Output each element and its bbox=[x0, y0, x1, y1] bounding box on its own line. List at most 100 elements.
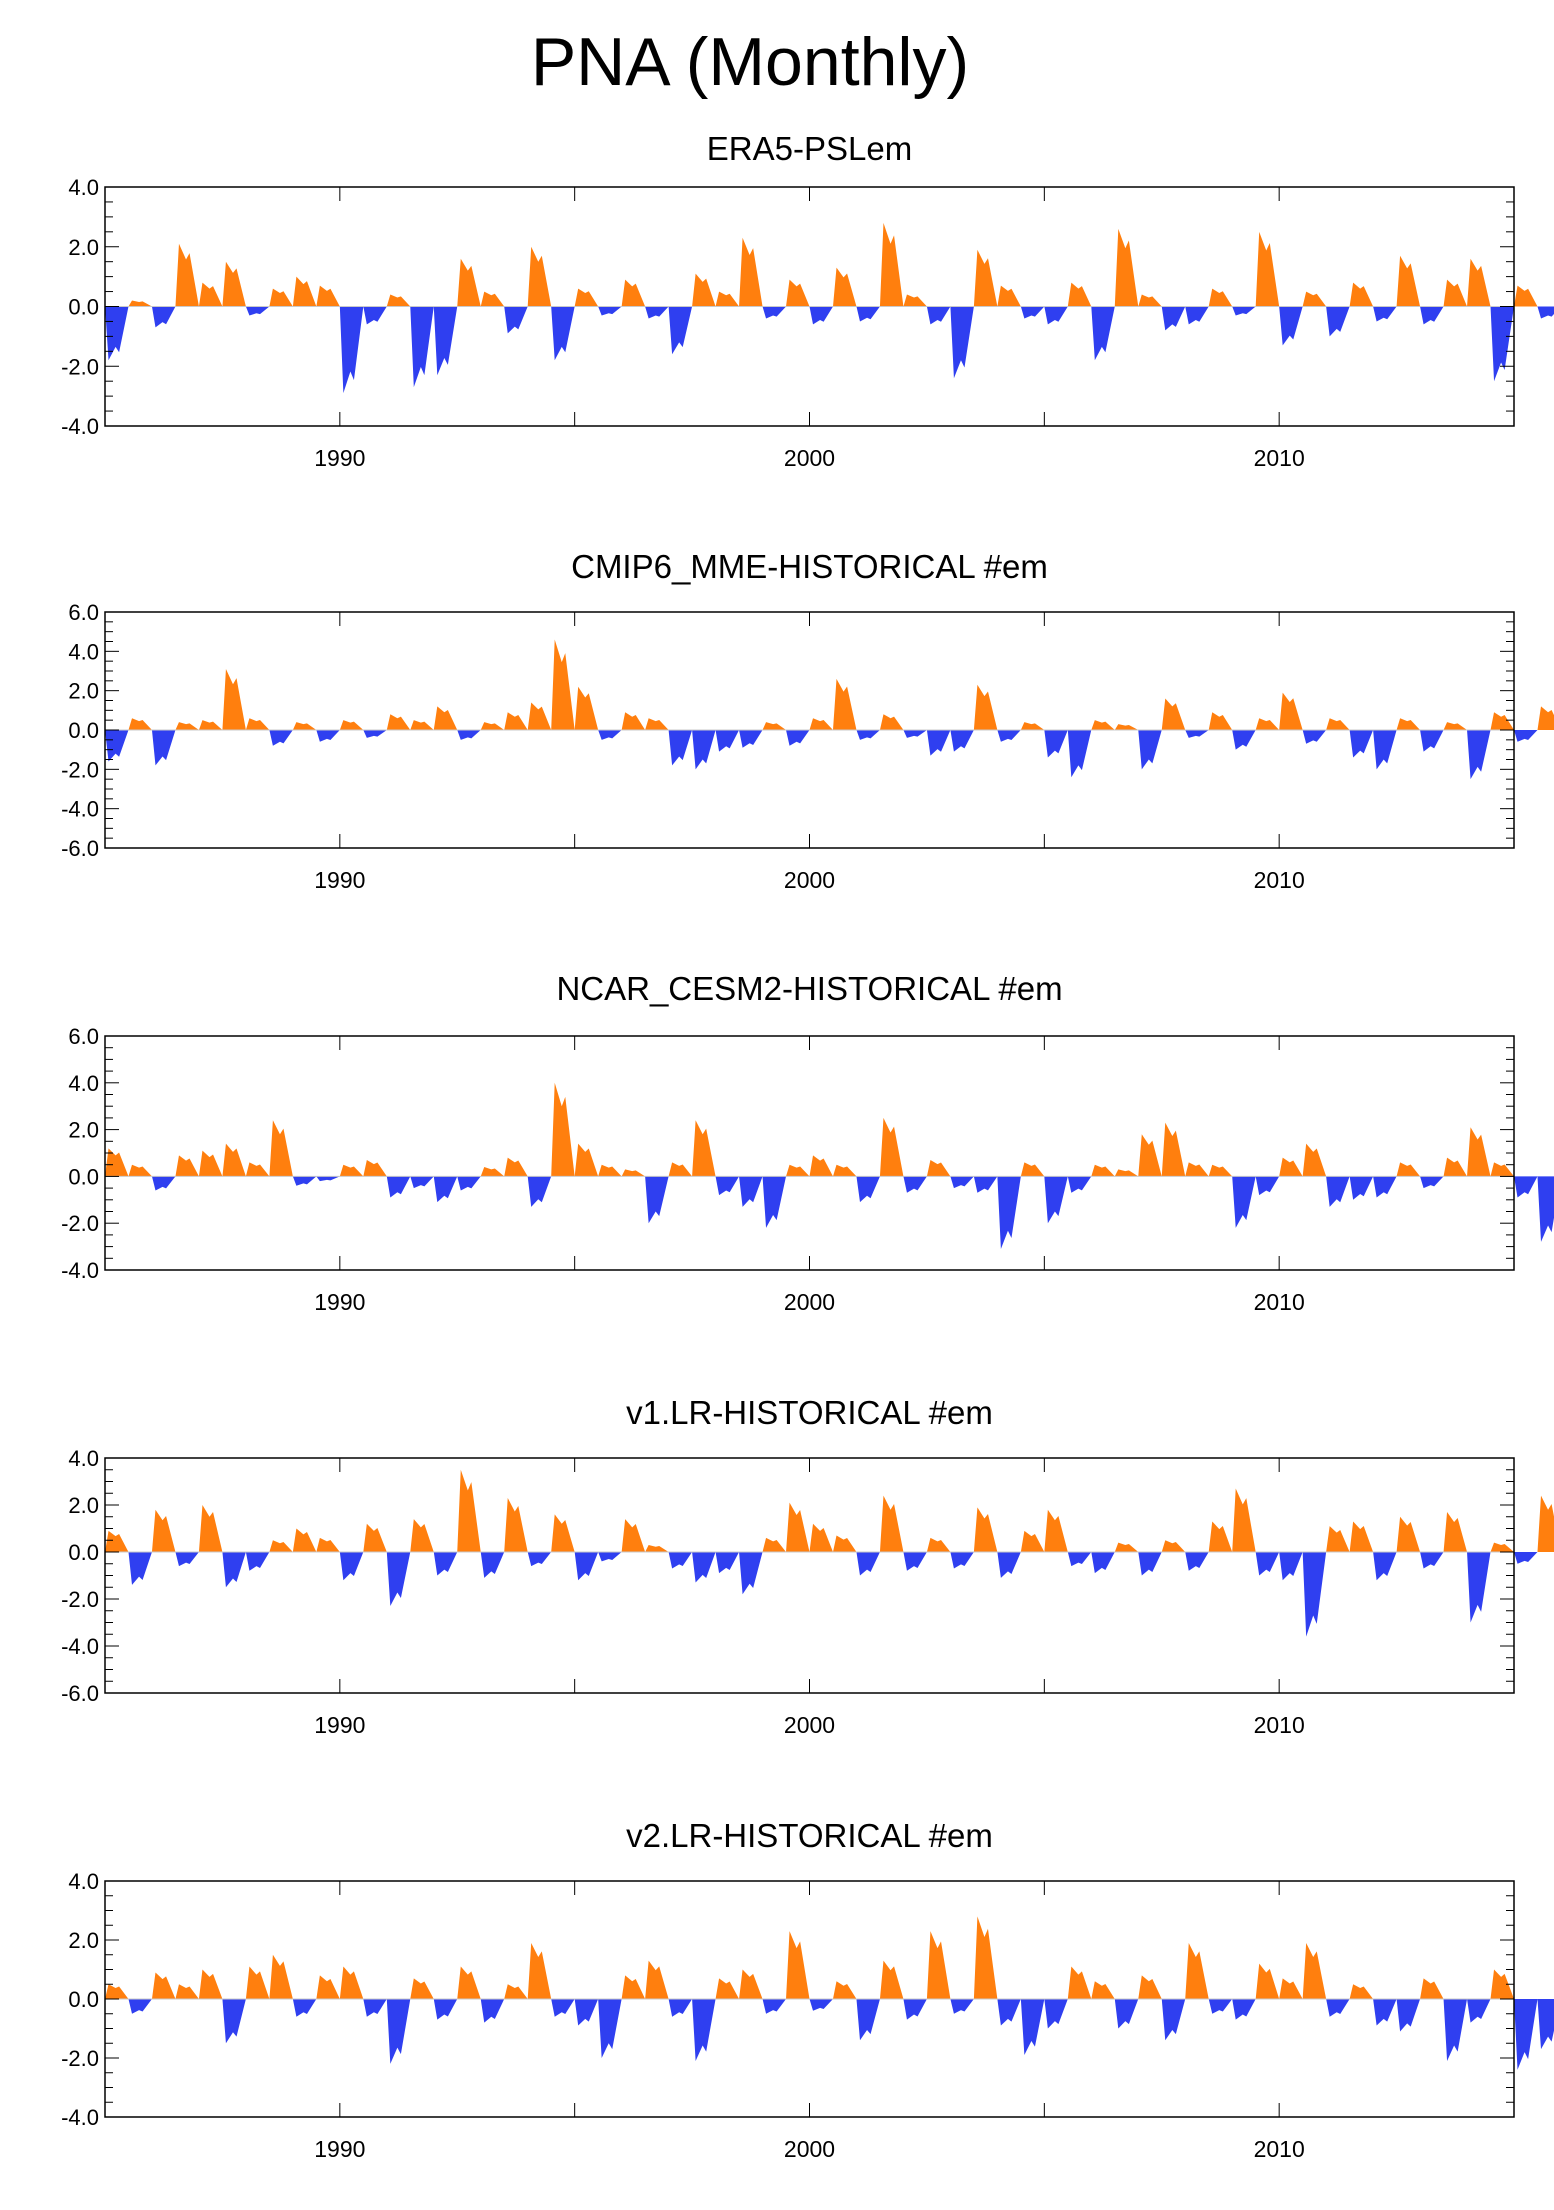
x-tick-label: 2010 bbox=[1254, 2136, 1305, 2162]
positive-bar bbox=[457, 1966, 481, 1999]
y-tick-label: -6.0 bbox=[61, 1681, 99, 1706]
positive-bar bbox=[1114, 228, 1139, 307]
y-tick-label: 6.0 bbox=[68, 1024, 99, 1049]
x-tick-label: 2000 bbox=[784, 1712, 835, 1738]
positive-bar bbox=[363, 1160, 387, 1177]
y-tick-label: -2.0 bbox=[61, 1587, 99, 1612]
negative-bar bbox=[574, 1552, 599, 1581]
negative-bar bbox=[433, 1552, 458, 1576]
data-bars bbox=[105, 1082, 1554, 1249]
data-bars bbox=[105, 1916, 1554, 2070]
negative-bar bbox=[1490, 306, 1514, 382]
positive-bar bbox=[1044, 1509, 1068, 1552]
y-tick-label: 4.0 bbox=[68, 1071, 99, 1096]
panel-4: v1.LR-HISTORICAL #em 4.0 2.0 0.0 -2.0 -4.0 -6.… bbox=[61, 1394, 1554, 1738]
negative-bar bbox=[668, 1552, 693, 1569]
positive-bar bbox=[457, 1469, 481, 1552]
positive-bar bbox=[692, 1120, 716, 1177]
plot-frame bbox=[104, 1035, 1515, 1271]
positive-bar bbox=[198, 720, 223, 730]
negative-bar bbox=[1161, 1999, 1186, 2041]
y-tick-label: 2.0 bbox=[68, 679, 99, 704]
positive-bar bbox=[1208, 1164, 1233, 1177]
data-bars bbox=[105, 639, 1554, 780]
positive-bar bbox=[762, 722, 787, 730]
positive-bar bbox=[1302, 1143, 1327, 1177]
positive-bar bbox=[621, 1169, 646, 1177]
positive-bar bbox=[433, 706, 458, 730]
negative-bar bbox=[645, 1176, 669, 1224]
positive-bar bbox=[105, 1530, 129, 1552]
positive-bar bbox=[1514, 285, 1538, 307]
positive-bar bbox=[1232, 1488, 1256, 1552]
positive-bar bbox=[1161, 1122, 1186, 1177]
positive-bar bbox=[1091, 720, 1115, 730]
negative-bar bbox=[950, 1999, 974, 2014]
positive-bar bbox=[1396, 255, 1421, 307]
negative-bar bbox=[1514, 1176, 1538, 1198]
negative-bar bbox=[598, 1999, 622, 2058]
positive-bar bbox=[1255, 718, 1280, 730]
positive-bar bbox=[1185, 1942, 1209, 1999]
positive-bar bbox=[551, 1514, 575, 1552]
negative-bar bbox=[715, 1552, 740, 1574]
negative-bar bbox=[222, 1999, 246, 2044]
y-tick-label: 0.0 bbox=[68, 1164, 99, 1189]
positive-bar bbox=[1114, 724, 1139, 730]
plot-frame bbox=[104, 1457, 1515, 1694]
y-tick-label: -2.0 bbox=[61, 757, 99, 782]
negative-bar bbox=[1373, 730, 1397, 770]
positive-bar bbox=[386, 294, 411, 307]
positive-bar bbox=[339, 1966, 364, 1999]
positive-bar bbox=[128, 300, 152, 307]
positive-bar bbox=[269, 1540, 293, 1552]
negative-bar bbox=[339, 306, 364, 394]
negative-bar bbox=[292, 1176, 317, 1186]
positive-bar bbox=[1396, 1516, 1421, 1552]
positive-bar bbox=[645, 1544, 669, 1552]
negative-bar bbox=[997, 1176, 1021, 1249]
negative-bar bbox=[762, 1999, 787, 2014]
negative-bar bbox=[739, 1176, 763, 1207]
positive-bar bbox=[715, 1978, 740, 1999]
positive-bar bbox=[1255, 231, 1280, 307]
positive-bar bbox=[128, 718, 152, 730]
negative-bar bbox=[457, 730, 481, 740]
negative-bar bbox=[1185, 730, 1209, 738]
positive-bar bbox=[1490, 1969, 1514, 1999]
negative-bar bbox=[151, 730, 176, 766]
positive-bar bbox=[151, 1509, 176, 1552]
positive-bar bbox=[832, 678, 857, 730]
x-tick-label: 1990 bbox=[314, 445, 365, 471]
negative-bar bbox=[997, 730, 1021, 742]
x-tick-label: 2000 bbox=[784, 1289, 835, 1315]
positive-bar bbox=[527, 1942, 552, 1999]
y-tick-label: 4.0 bbox=[68, 175, 99, 200]
y-tick-label: 0.0 bbox=[68, 718, 99, 743]
negative-bar bbox=[856, 1176, 880, 1203]
positive-bar bbox=[1020, 1162, 1045, 1177]
negative-bar bbox=[1514, 1552, 1538, 1564]
positive-bar bbox=[1020, 1530, 1045, 1552]
positive-bar bbox=[645, 1960, 669, 1999]
panel-title: ERA5-PSLem bbox=[707, 130, 912, 167]
positive-bar bbox=[1490, 712, 1514, 730]
y-tick-label: 2.0 bbox=[68, 1118, 99, 1143]
negative-bar bbox=[386, 1176, 411, 1198]
negative-bar bbox=[480, 1999, 505, 2023]
panel-5: v2.LR-HISTORICAL #em 4.0 2.0 0.0 -2.0 -4.0 199… bbox=[61, 1817, 1554, 2162]
positive-bar bbox=[926, 1931, 951, 1999]
positive-bar bbox=[269, 288, 293, 307]
negative-bar bbox=[809, 306, 833, 325]
negative-bar bbox=[574, 1999, 599, 2026]
positive-bar bbox=[551, 1082, 575, 1177]
negative-bar bbox=[856, 306, 880, 322]
positive-bar bbox=[504, 712, 528, 730]
positive-bar bbox=[316, 285, 340, 307]
positive-bar bbox=[269, 1954, 293, 1999]
positive-bar bbox=[1279, 1978, 1303, 1999]
positive-bar bbox=[574, 686, 599, 730]
positive-bar bbox=[973, 684, 998, 730]
